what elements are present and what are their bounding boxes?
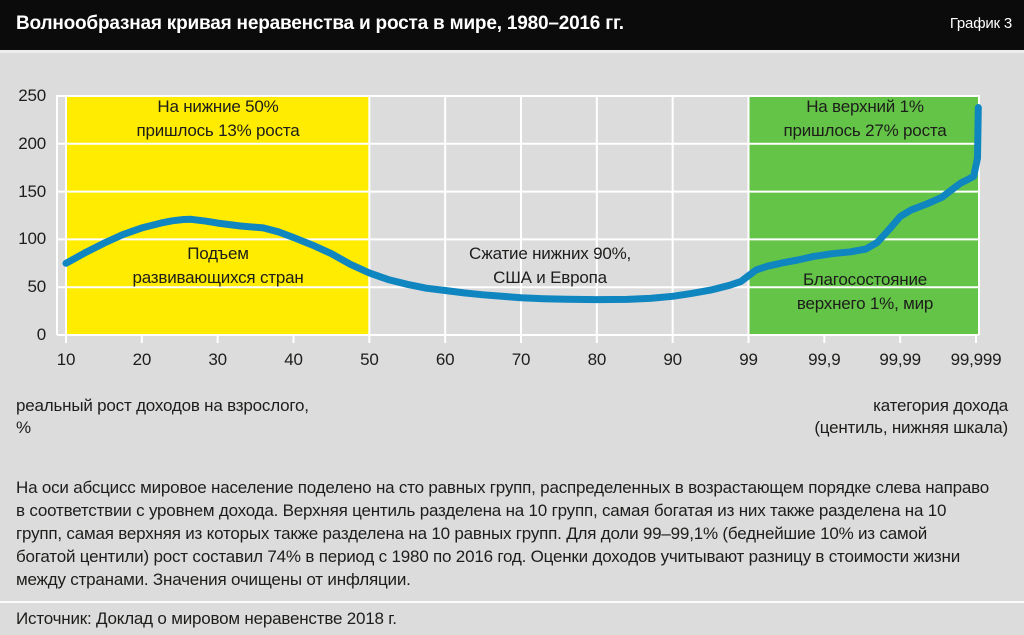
y-tick-label: 250 xyxy=(18,86,46,105)
x-tick-label: 30 xyxy=(208,350,227,369)
header-divider xyxy=(0,50,1024,53)
y-tick-label: 0 xyxy=(36,325,46,344)
annotation-emerging-countries: Подъем развивающихся стран xyxy=(132,244,304,287)
x-tick-label: 80 xyxy=(587,350,607,369)
figure-number-label: График 3 xyxy=(949,15,1012,32)
source-text: Источник: Доклад о мировом неравенстве 2… xyxy=(16,609,397,628)
x-axis-caption: категория дохода (центиль, нижняя шкала) xyxy=(814,396,1008,437)
source-divider xyxy=(0,601,1024,603)
x-tick-label: 99,999 xyxy=(950,350,1002,369)
bottom-50-region xyxy=(67,96,370,334)
figure-title: Волнообразная кривая неравенства и роста… xyxy=(16,13,624,34)
y-axis-caption: реальный рост доходов на взрослого, % xyxy=(16,396,309,437)
x-tick-label: 50 xyxy=(360,350,379,369)
annotation-top-1-wealth: Благосостояние верхнего 1%, мир xyxy=(796,270,934,313)
y-tick-label: 50 xyxy=(27,277,46,297)
x-tick-label: 60 xyxy=(435,350,455,369)
x-tick-label: 90 xyxy=(663,350,682,369)
x-tick-label: 99 xyxy=(739,350,758,369)
y-tick-label: 100 xyxy=(18,229,46,249)
x-tick-label: 40 xyxy=(284,350,303,369)
x-tick-label: 99,99 xyxy=(879,350,921,369)
x-tick-label: 70 xyxy=(511,350,531,369)
x-tick-label: 20 xyxy=(132,350,152,369)
footnote-text: На оси абсцисс мировое население поделен… xyxy=(16,478,990,589)
y-tick-label: 200 xyxy=(18,133,46,153)
growth-curve xyxy=(62,104,982,304)
annotation-squeezed-90: Сжатие нижних 90%, США и Европа xyxy=(468,244,632,287)
y-tick-label: 150 xyxy=(18,181,46,201)
annotation-bottom-50-growth: На нижние 50% пришлось 13% роста xyxy=(136,97,300,140)
annotation-top-1-growth: На верхний 1% пришлось 27% роста xyxy=(783,97,947,140)
x-tick-label: 10 xyxy=(56,350,76,369)
x-tick-label: 99,9 xyxy=(808,350,841,369)
top-1-region xyxy=(749,96,979,334)
figure-header: Волнообразная кривая неравенства и роста… xyxy=(0,0,1024,50)
